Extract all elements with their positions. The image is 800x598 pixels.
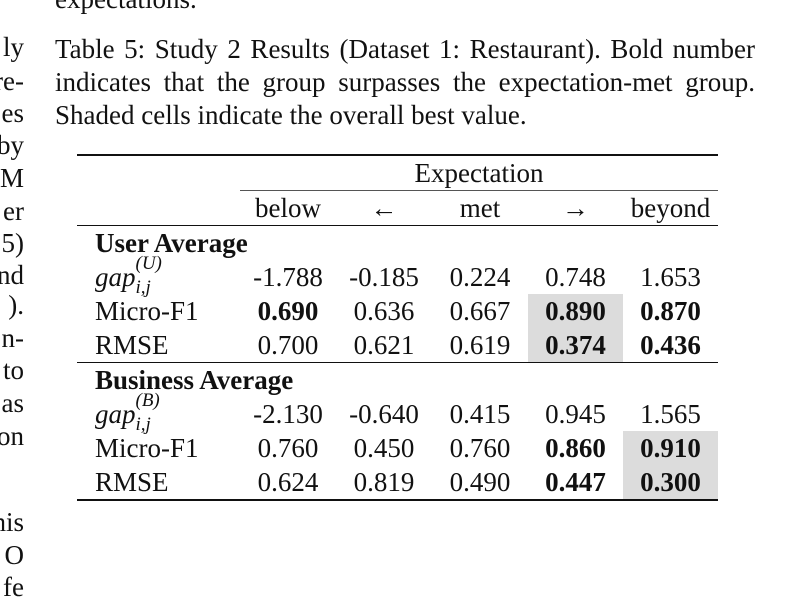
table-cell: 0.945 <box>545 399 606 429</box>
header-beyond: beyond <box>630 193 711 223</box>
row-label: Micro-F1 <box>95 433 199 463</box>
table-subheader-row: below ← met → beyond <box>77 191 718 226</box>
left-fragment: fe <box>3 572 24 598</box>
table-cell: -2.130 <box>253 399 323 429</box>
group-header-user: User Average <box>77 226 718 261</box>
row-label: RMSE <box>77 465 240 501</box>
table-row: RMSE 0.700 0.621 0.619 0.374 0.436 <box>77 328 718 363</box>
table-cell: 0.860 <box>545 433 606 463</box>
header-right-arrow: → <box>562 193 589 223</box>
left-fragment: 5) <box>1 228 25 258</box>
gap-symbol: gap <box>95 399 136 429</box>
gap-subscript: i,j <box>135 277 151 298</box>
table-cell: 1.653 <box>640 262 701 292</box>
table-header-row: Expectation <box>77 154 718 191</box>
left-fragment: ly <box>2 32 24 62</box>
row-label-gap: gap (U) i,j <box>77 253 240 298</box>
table-cell: -0.640 <box>349 399 419 429</box>
left-fragment: n- <box>1 323 25 353</box>
table-cell: 0.636 <box>353 296 415 326</box>
table-cell: 0.690 <box>257 296 319 326</box>
results-table: Expectation below ← met → beyond User Av… <box>77 154 718 501</box>
left-fragment: er <box>3 196 24 226</box>
header-met: met <box>459 193 501 223</box>
table-cell: 0.450 <box>353 433 415 463</box>
group-header-business: Business Average <box>77 362 718 397</box>
left-fragment: as <box>1 388 25 418</box>
gap-superscript: (B) <box>135 390 160 411</box>
table-cell: 0.748 <box>545 262 606 292</box>
gap-superscript: (U) <box>135 253 162 274</box>
table-cell: 0.624 <box>240 465 336 501</box>
table-row: Micro-F1 0.690 0.636 0.667 0.890 0.870 <box>77 294 718 328</box>
gap-subscript: i,j <box>135 414 151 435</box>
table-cell: 0.700 <box>257 330 319 360</box>
table-cell: 0.447 <box>528 465 623 501</box>
table-row: gap (B) i,j -2.130 -0.640 0.415 0.945 1.56… <box>77 390 718 435</box>
preceding-text-fragment: expectations. <box>55 0 197 14</box>
row-label: RMSE <box>95 330 169 360</box>
gap-symbol: gap <box>95 262 136 292</box>
table-caption: Table 5: Study 2 Results (Dataset 1: Res… <box>55 34 755 130</box>
row-label: Micro-F1 <box>95 296 199 326</box>
table-cell: -1.788 <box>253 262 323 292</box>
table-cell: 0.415 <box>449 399 511 429</box>
table-cell: 0.760 <box>449 433 511 463</box>
left-column-fragments: ly re- es by M er 5) nd ). n- to as on h… <box>0 32 24 598</box>
group-title: Business Average <box>77 362 718 397</box>
table-cell: 1.565 <box>640 399 701 429</box>
table-cell-best: 0.890 <box>528 294 623 328</box>
left-fragment: M <box>0 163 24 193</box>
table-cell-best: 0.374 <box>528 328 623 363</box>
header-left-arrow: ← <box>370 193 398 223</box>
table-row: Micro-F1 0.760 0.450 0.760 0.860 0.910 <box>77 431 718 465</box>
table-cell: 0.760 <box>257 433 319 463</box>
group-title: User Average <box>95 228 248 258</box>
table-row: RMSE 0.624 0.819 0.490 0.447 0.300 <box>77 465 718 501</box>
left-fragment: ). <box>8 290 24 320</box>
left-fragment: by <box>0 130 24 160</box>
row-label-gap: gap (B) i,j <box>77 390 240 435</box>
left-fragment: re- <box>0 66 24 96</box>
header-below: below <box>255 193 321 223</box>
table-cell: 0.667 <box>449 296 511 326</box>
table-cell: 0.224 <box>449 262 511 292</box>
table-cell: 0.619 <box>449 330 511 360</box>
table-row: gap (U) i,j -1.788 -0.185 0.224 0.748 1.65… <box>77 253 718 298</box>
left-fragment: to <box>2 355 24 385</box>
left-fragment: O <box>4 540 25 570</box>
table-cell: 0.870 <box>640 296 701 326</box>
left-fragment: on <box>0 421 24 451</box>
table-cell: 0.819 <box>336 465 432 501</box>
table-cell-best: 0.300 <box>623 465 718 501</box>
table-cell: 0.490 <box>432 465 528 501</box>
left-fragment: nd <box>0 260 24 290</box>
expectation-header: Expectation <box>240 154 718 191</box>
table-cell: -0.185 <box>349 262 419 292</box>
table-cell-best: 0.910 <box>623 431 718 465</box>
left-fragment: his <box>0 507 24 537</box>
left-fragment: es <box>1 98 25 128</box>
table-cell: 0.621 <box>353 330 415 360</box>
table-cell: 0.436 <box>640 330 701 360</box>
